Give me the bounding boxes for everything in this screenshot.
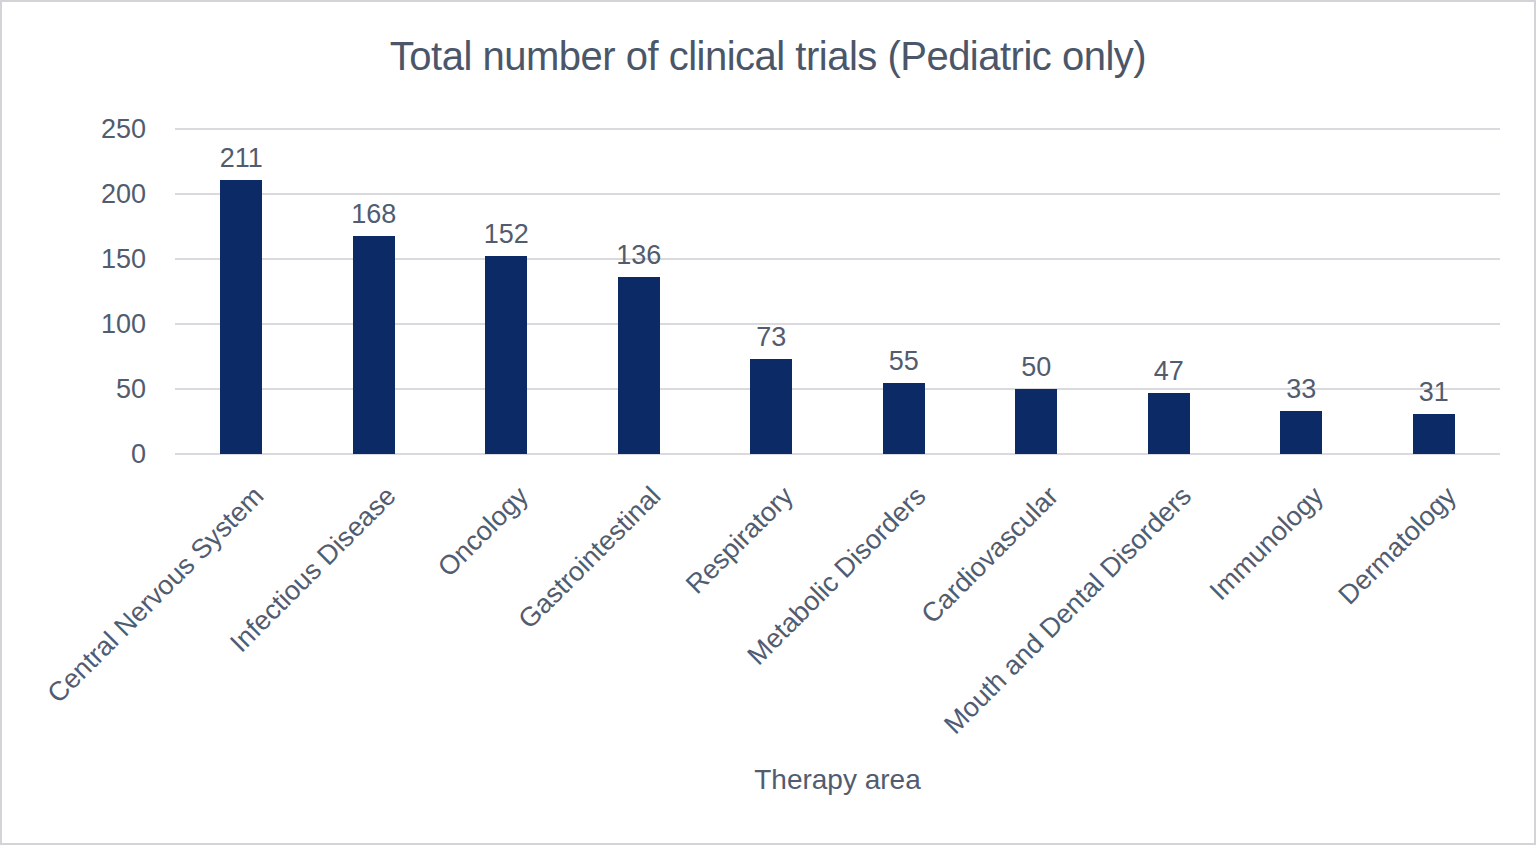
x-category-label: Mouth and Dental Disorders	[937, 480, 1197, 740]
bar-value-label: 50	[976, 351, 1096, 383]
bar-value-label: 211	[181, 142, 301, 174]
x-category-label: Cardiovascular	[915, 480, 1065, 630]
bar	[1148, 393, 1190, 454]
plot-area: 0 50 100 150 200 250 211 Central Nervous System…	[2, 2, 1534, 843]
bar	[485, 256, 527, 454]
y-tick-label: 150	[2, 243, 146, 275]
chart-canvas: Total number of clinical trials (Pediatr…	[0, 0, 1536, 845]
y-tick-label: 200	[2, 178, 146, 210]
bar-value-label: 168	[314, 198, 434, 230]
x-category-label: Immunology	[1203, 480, 1330, 607]
x-category-label: Oncology	[432, 480, 535, 583]
bar-value-label: 73	[711, 321, 831, 353]
bar-value-label: 55	[844, 345, 964, 377]
gridline	[175, 193, 1500, 195]
bar	[1413, 414, 1455, 454]
x-axis-title: Therapy area	[175, 764, 1500, 796]
bar	[1015, 389, 1057, 454]
bar-value-label: 152	[446, 218, 566, 250]
bar-value-label: 47	[1109, 355, 1229, 387]
y-tick-label: 100	[2, 308, 146, 340]
bar	[883, 383, 925, 455]
y-tick-label: 50	[2, 373, 146, 405]
bar	[353, 236, 395, 454]
y-tick-label: 0	[2, 438, 146, 470]
bar	[618, 277, 660, 454]
gridline	[175, 128, 1500, 130]
x-category-label: Central Nervous System	[40, 480, 270, 710]
x-category-label: Respiratory	[680, 480, 800, 600]
bar-value-label: 31	[1374, 376, 1494, 408]
bar-value-label: 136	[579, 239, 699, 271]
y-tick-label: 250	[2, 113, 146, 145]
bar	[1280, 411, 1322, 454]
x-category-label: Gastrointestinal	[512, 480, 667, 635]
bar-value-label: 33	[1241, 373, 1361, 405]
bar	[220, 180, 262, 454]
x-category-label: Dermatology	[1332, 480, 1463, 611]
bar	[750, 359, 792, 454]
